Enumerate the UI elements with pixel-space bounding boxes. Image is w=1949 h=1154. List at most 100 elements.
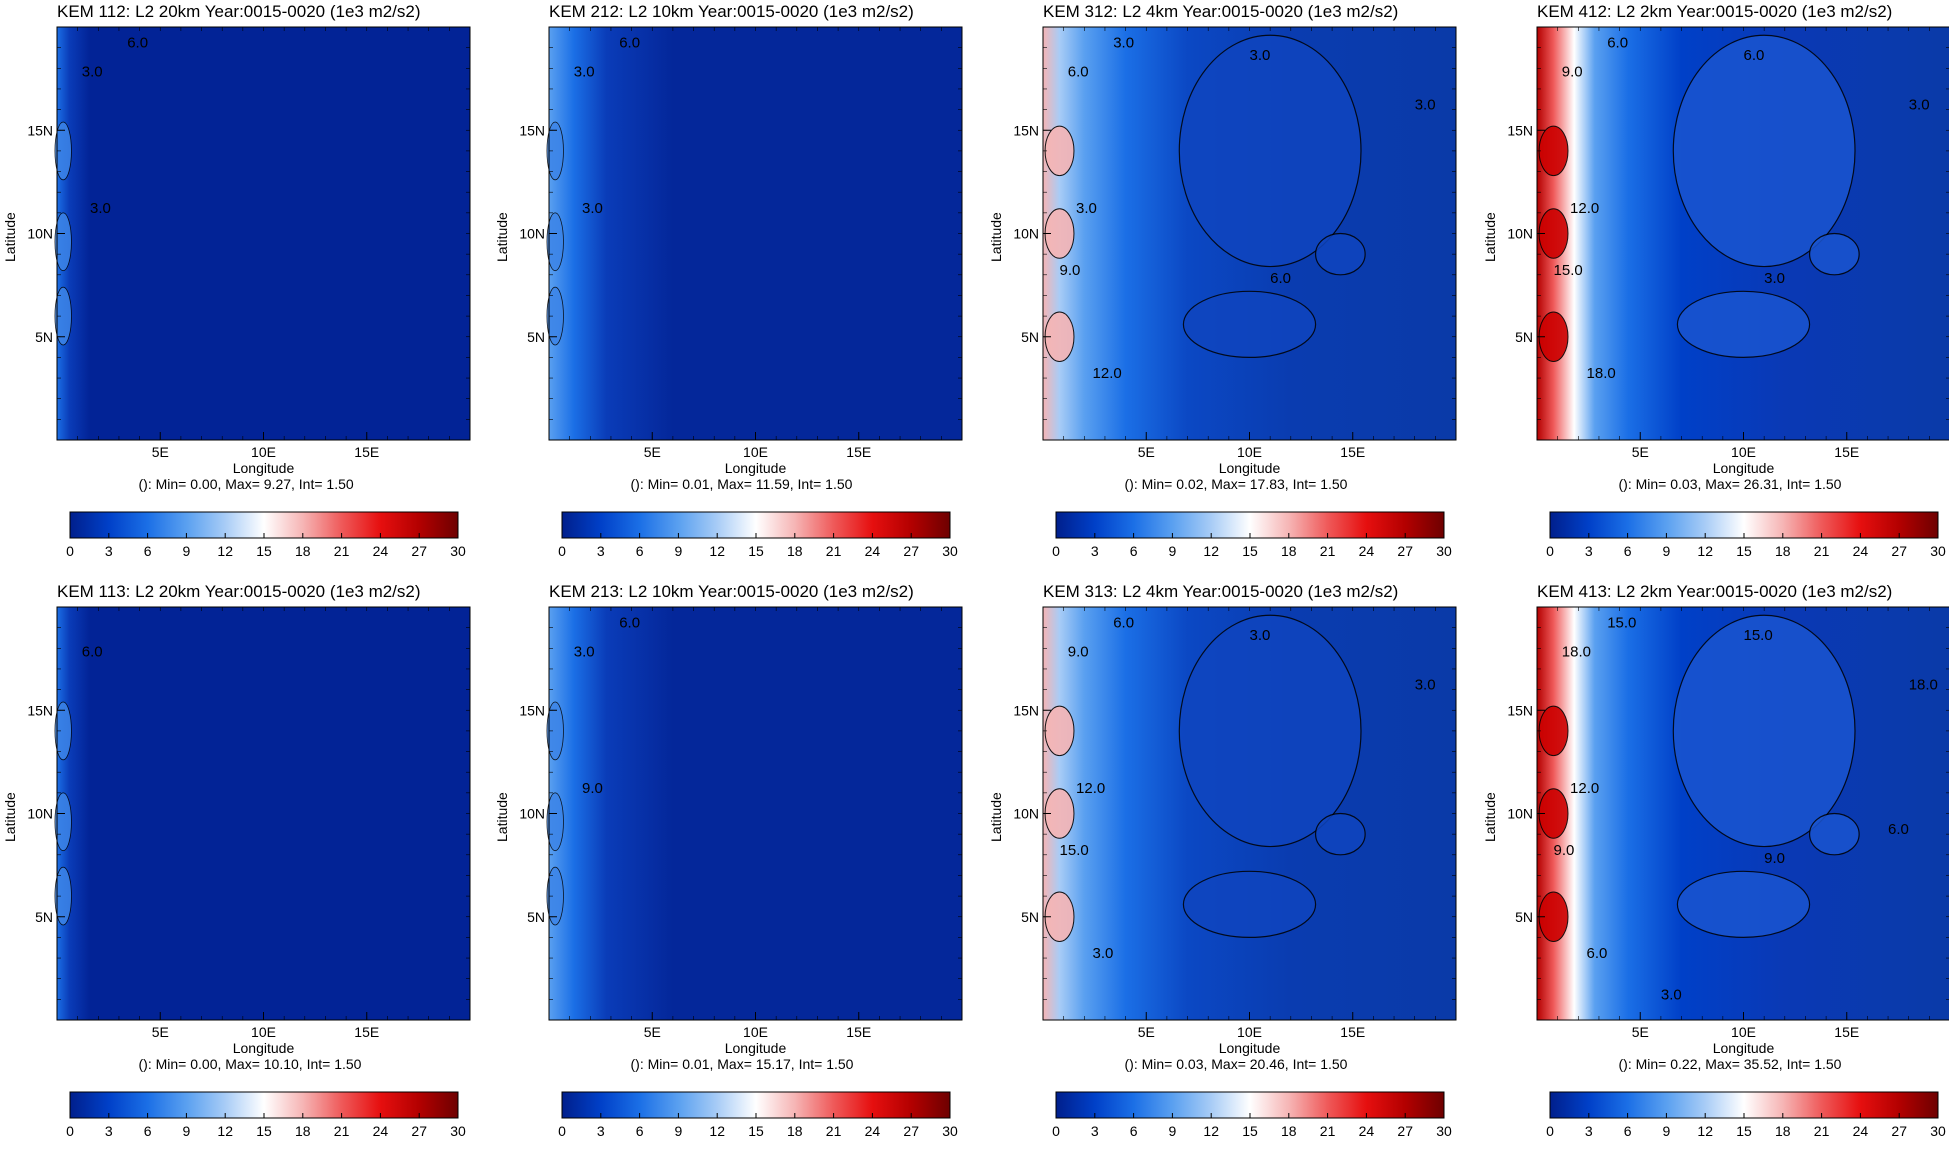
chart-title: KEM 113: L2 20km Year:0015-0020 (1e3 m2/…	[57, 582, 421, 601]
contour-label: 6.0	[82, 644, 103, 661]
y-tick-label: 10N	[27, 226, 53, 242]
colorbar-tick-label: 15	[1242, 543, 1258, 559]
x-tick-label: 5E	[644, 1024, 661, 1040]
colorbar-tick-label: 18	[1775, 543, 1791, 559]
contour-label: 9.0	[1060, 262, 1081, 279]
colorbar-tick-label: 12	[709, 1123, 725, 1139]
contour-region	[54, 121, 72, 181]
colorbar-tick-label: 12	[1697, 543, 1713, 559]
colorbar-tick-label: 0	[1052, 1123, 1060, 1139]
contour-region	[1808, 812, 1860, 856]
x-axis-label: Longitude	[1218, 1040, 1281, 1056]
contour-region	[1808, 232, 1860, 276]
x-tick-label: 5E	[1138, 444, 1155, 460]
chart-panel: KEM 113: L2 20km Year:0015-0020 (1e3 m2/…	[0, 580, 488, 1154]
contour-region	[54, 792, 72, 852]
y-axis-label: Latitude	[494, 211, 510, 262]
y-tick-label: 5N	[35, 909, 53, 925]
chart-panel: KEM 313: L2 4km Year:0015-0020 (1e3 m2/s…	[986, 580, 1474, 1154]
colorbar-tick-label: 18	[1775, 1123, 1791, 1139]
contour-label: 3.0	[1909, 97, 1930, 114]
colorbar-tick-label: 30	[450, 543, 466, 559]
contour-label: 18.0	[1562, 644, 1591, 661]
colorbar-tick-label: 12	[217, 1123, 233, 1139]
colorbar-tick-label: 12	[1203, 1123, 1219, 1139]
x-tick-label: 10E	[743, 1024, 768, 1040]
colorbar-tick-label: 0	[1546, 543, 1554, 559]
x-tick-label: 10E	[1731, 444, 1756, 460]
y-tick-label: 10N	[1013, 226, 1039, 242]
chart-panel: KEM 312: L2 4km Year:0015-0020 (1e3 m2/s…	[986, 0, 1474, 574]
stats-text: (): Min= 0.03, Max= 26.31, Int= 1.50	[1618, 476, 1842, 492]
colorbar-tick-label: 27	[1397, 1123, 1413, 1139]
contour-region	[54, 212, 72, 272]
colorbar-tick-label: 6	[1624, 1123, 1632, 1139]
x-tick-label: 10E	[1731, 1024, 1756, 1040]
stats-text: (): Min= 0.22, Max= 35.52, Int= 1.50	[1618, 1056, 1842, 1072]
colorbar-tick-label: 3	[597, 543, 605, 559]
contour-region	[1672, 34, 1856, 268]
contour-region	[1314, 812, 1366, 856]
colorbar-tick-label: 18	[1281, 1123, 1297, 1139]
y-tick-label: 15N	[27, 122, 53, 138]
y-tick-label: 15N	[519, 702, 545, 718]
contour-region	[546, 792, 564, 852]
colorbar-tick-label: 3	[1091, 543, 1099, 559]
y-tick-label: 15N	[1507, 702, 1533, 718]
x-tick-label: 5E	[644, 444, 661, 460]
contour-label: 9.0	[1764, 850, 1785, 867]
contour-label: 3.0	[90, 200, 111, 217]
contour-label: 3.0	[1415, 97, 1436, 114]
contour-label: 3.0	[82, 64, 103, 81]
plot-area: 9.0 6.0 12.0 15.0 18.0 6.0 3.0 3.0 5E 10E 15E 5N 10N…	[1507, 26, 1949, 559]
contour-region	[1044, 125, 1075, 177]
contour-region	[546, 866, 564, 926]
colorbar-tick-label: 21	[1320, 1123, 1336, 1139]
colorbar-tick-label: 21	[1320, 543, 1336, 559]
y-tick-label: 5N	[1021, 909, 1039, 925]
chart-title: KEM 313: L2 4km Year:0015-0020 (1e3 m2/s…	[1043, 582, 1399, 601]
x-tick-label: 15E	[846, 444, 871, 460]
contour-label: 3.0	[1661, 986, 1682, 1003]
colorbar-tick-label: 9	[1663, 1123, 1671, 1139]
contour-label: 6.0	[1607, 35, 1628, 52]
colorbar-tick-label: 0	[558, 543, 566, 559]
x-axis-label: Longitude	[232, 1040, 295, 1056]
contour-label: 18.0	[1909, 677, 1938, 694]
contour-label: 6.0	[619, 615, 640, 632]
colorbar-tick-label: 3	[597, 1123, 605, 1139]
contour-label: 15.0	[1607, 615, 1636, 632]
contour-label: 9.0	[1554, 842, 1575, 859]
colorbar-tick-label: 0	[1546, 1123, 1554, 1139]
colorbar-tick-label: 24	[1853, 1123, 1869, 1139]
colorbar-tick-label: 15	[748, 543, 764, 559]
colorbar-tick-label: 9	[1169, 543, 1177, 559]
colorbar-tick-label: 30	[1436, 543, 1452, 559]
x-tick-label: 5E	[1632, 1024, 1649, 1040]
colorbar-tick-label: 3	[1585, 543, 1593, 559]
colorbar-tick-label: 15	[748, 1123, 764, 1139]
plot-area: 3.0 6.0 3.0 5E 10E 15E 5N 10N 15N 0 3 6 9 12 15 18 21 24 2…	[27, 26, 471, 559]
colorbar-tick-label: 27	[1397, 543, 1413, 559]
stats-text: (): Min= 0.03, Max= 20.46, Int= 1.50	[1124, 1056, 1348, 1072]
colorbar-tick-label: 21	[826, 543, 842, 559]
y-tick-label: 10N	[519, 226, 545, 242]
chart-panel: KEM 413: L2 2km Year:0015-0020 (1e3 m2/s…	[1480, 580, 1949, 1154]
colorbar-tick-label: 12	[709, 543, 725, 559]
colorbar-tick-label: 30	[450, 1123, 466, 1139]
contour-region	[1676, 290, 1811, 358]
colorbar-tick-label: 21	[334, 543, 350, 559]
y-tick-label: 5N	[1515, 329, 1533, 345]
colorbar-tick-label: 18	[295, 1123, 311, 1139]
contour-label: 6.0	[127, 35, 148, 52]
contour-region	[1538, 125, 1569, 177]
contour-label: 3.0	[1415, 677, 1436, 694]
colorbar-tick-label: 21	[334, 1123, 350, 1139]
plot-area: 18.0 15.0 12.0 9.0 6.0 15.0 18.0 9.0 6.0 3.0 5E 10E…	[1507, 606, 1949, 1139]
plot-area: 3.0 6.0 3.0 5E 10E 15E 5N 10N 15N 0 3 6 9 12 15 18 21 24 2…	[519, 26, 963, 559]
contour-label: 3.0	[574, 64, 595, 81]
colorbar-tick-label: 9	[183, 543, 191, 559]
heatmap-field	[57, 607, 470, 1020]
plot-area: 6.0 3.0 3.0 9.0 12.0 3.0 3.0 6.0 5E 10E 15E 5N 10N 15…	[1013, 26, 1457, 559]
x-axis-label: Longitude	[232, 460, 295, 476]
